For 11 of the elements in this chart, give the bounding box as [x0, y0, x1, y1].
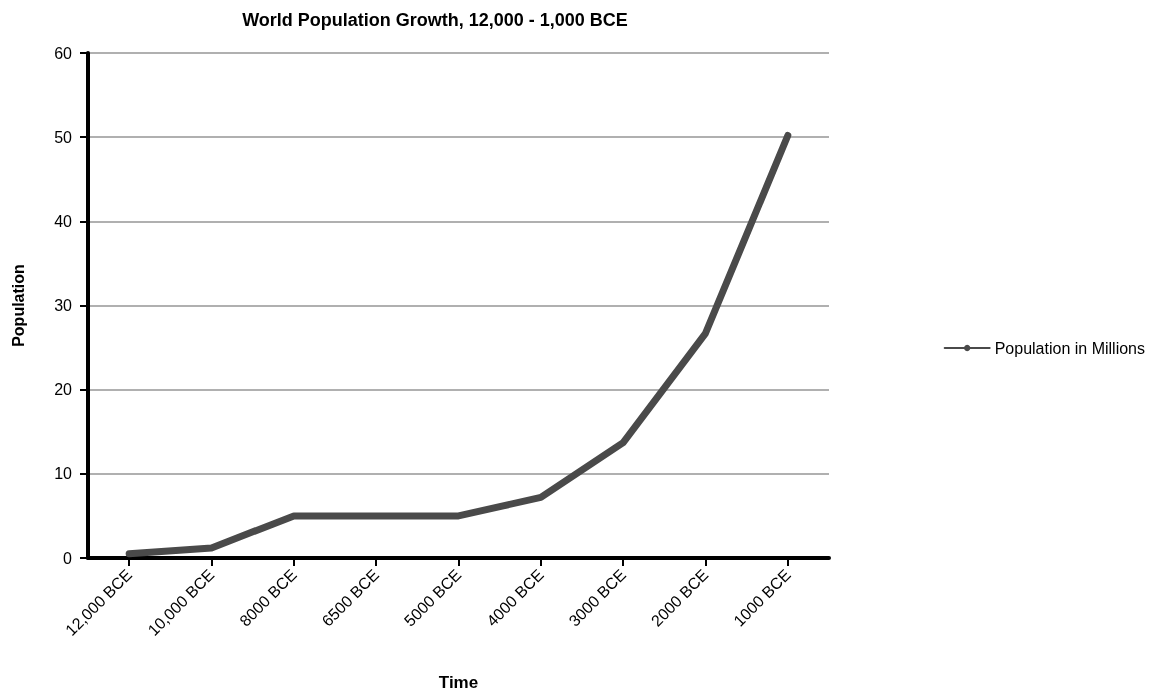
y-tick-label: 60 [54, 44, 73, 62]
x-axis-title: Time [438, 673, 479, 692]
y-tick-label: 0 [63, 549, 73, 567]
chart-title: World Population Growth, 12,000 - 1,000 BCE [242, 10, 628, 30]
y-tick-label: 40 [54, 212, 73, 230]
y-tick-label: 50 [54, 128, 73, 146]
y-axis-title: Population [9, 264, 27, 347]
y-tick-label: 20 [54, 381, 73, 399]
legend-label: Population in Millions [994, 339, 1146, 357]
y-tick-label: 10 [54, 465, 73, 483]
y-tick-label: 30 [54, 297, 73, 314]
